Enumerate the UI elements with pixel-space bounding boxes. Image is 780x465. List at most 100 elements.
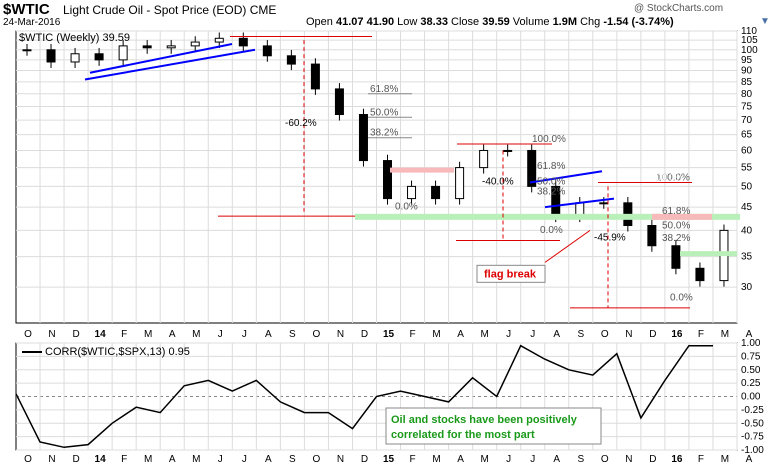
corr-tick-label: 0.25: [741, 378, 761, 389]
corr-tick-label: -0.75: [741, 432, 764, 443]
corr-x-tick-label: N: [48, 454, 55, 465]
corr-annotation-box: [385, 407, 602, 445]
chg-label: Chg: [580, 16, 601, 28]
price-tick-label: 105: [741, 35, 758, 46]
candle-body: [310, 63, 320, 90]
fib-level-label: 0.0%: [670, 293, 693, 304]
corr-x-tick-label: S: [289, 454, 296, 465]
price-tick-label: 95: [741, 55, 753, 66]
price-x-tick-label: S: [289, 329, 296, 340]
corr-x-tick-label: M: [192, 454, 200, 465]
corr-x-tick-label: S: [577, 454, 584, 465]
price-tick-label: 55: [741, 163, 753, 174]
price-x-tick-label: N: [337, 329, 344, 340]
price-x-tick-label: D: [361, 329, 368, 340]
fib-level-label: 50.0%: [370, 107, 398, 118]
chart-header: $WTIC Light Crude Oil - Spot Price (EOD)…: [0, 0, 780, 30]
corr-series-line: [15, 344, 713, 449]
close-value: 39.59: [482, 16, 510, 28]
chg-value: -1.54 (-3.74%): [603, 16, 674, 28]
corr-x-tick-label: J: [242, 454, 247, 465]
price-tick-label: 100: [741, 45, 758, 56]
price-tick-label: 85: [741, 77, 753, 88]
price-x-tick-label: M: [721, 329, 729, 340]
price-x-tick-label: O: [601, 329, 609, 340]
price-tick-label: 45: [741, 202, 753, 213]
candle-body: [358, 114, 368, 162]
corr-x-tick-label: M: [721, 454, 729, 465]
fib-level-label: 61.8%: [662, 206, 690, 217]
price-tick-label: 75: [741, 101, 753, 112]
candle-body: [214, 37, 224, 43]
support-zone: [355, 213, 740, 220]
trendline-upper: [89, 42, 233, 74]
corr-tick-label: 0.00: [741, 392, 761, 403]
candle-body: [22, 49, 32, 52]
corr-x-tick-label: J: [218, 454, 223, 465]
candle-body: [94, 53, 104, 61]
candle-body: [527, 149, 537, 187]
corr-x-tick-label: M: [144, 454, 152, 465]
price-x-tick-label: F: [698, 329, 704, 340]
corr-annotation-line1: Oil and stocks have been positively: [391, 414, 578, 426]
candle-body: [455, 167, 465, 200]
chart-date: 24-Mar-2016: [3, 17, 61, 28]
close-label: Close: [451, 16, 480, 28]
fib-level-label: 100.0%: [532, 134, 566, 145]
fib-level-label: 0.0%: [540, 225, 563, 236]
exchange: CME: [249, 3, 277, 17]
candle-body: [142, 45, 152, 49]
flag-break-arrow: [544, 229, 591, 263]
candle-body: [262, 45, 272, 57]
fib-level-label: 50.0%: [662, 220, 690, 231]
candle-body: [671, 245, 681, 269]
corr-x-tick-label: A: [265, 454, 272, 465]
fib-level-label: 50.0%: [537, 176, 565, 187]
price-x-tick-label: A: [553, 329, 560, 340]
corr-x-tick-label: A: [746, 454, 753, 465]
corr-x-tick-label: F: [121, 454, 127, 465]
corr-x-tick-label: O: [601, 454, 609, 465]
price-x-tick-label: 16: [671, 329, 683, 340]
price-chart-title: $WTIC (Weekly) 39.59: [19, 32, 130, 44]
price-tick-label: 80: [741, 89, 753, 100]
symbol-description: Light Crude Oil - Spot Price (EOD) CME: [63, 3, 276, 17]
corr-x-tick-label: D: [649, 454, 656, 465]
price-x-tick-label: D: [72, 329, 79, 340]
corr-x-tick-label: A: [169, 454, 176, 465]
candle-body: [431, 185, 441, 200]
price-x-tick-label: M: [192, 329, 200, 340]
price-x-tick-label: J: [530, 329, 535, 340]
price-x-tick-label: 15: [383, 329, 395, 340]
price-tick-label: 40: [741, 225, 753, 236]
fib-level-label: 38.2%: [537, 187, 565, 198]
price-x-tick-label: N: [48, 329, 55, 340]
flag-trendline-upper: [529, 170, 603, 184]
price-tick-label: 35: [741, 252, 753, 263]
price-tick-label: 110: [741, 26, 757, 37]
candle-body: [238, 37, 248, 47]
watermark: @ StockCharts.com: [634, 3, 724, 14]
price-x-tick-label: J: [218, 329, 223, 340]
price-x-tick-label: J: [242, 329, 247, 340]
fib-level-label: 100.0%: [656, 172, 690, 183]
price-x-tick-label: M: [480, 329, 488, 340]
annotation-pct: -40.0%: [482, 176, 514, 187]
corr-x-tick-label: J: [530, 454, 535, 465]
candle-body: [479, 149, 489, 169]
candle-body: [70, 53, 80, 63]
fib-level-label: 61.8%: [537, 161, 565, 172]
corr-tick-label: 1.00: [741, 338, 761, 349]
price-tick-label: 30: [741, 282, 753, 293]
fib-level-label: 38.2%: [662, 233, 690, 244]
triangle-down-icon[interactable]: ▼: [760, 16, 770, 27]
price-x-tick-label: M: [144, 329, 152, 340]
price-x-tick-label: 14: [95, 329, 107, 340]
price-tick-label: 70: [741, 115, 753, 126]
candle-body: [118, 45, 128, 61]
corr-x-tick-label: N: [625, 454, 632, 465]
price-x-tick-label: O: [24, 329, 32, 340]
candle-body: [334, 88, 344, 116]
corr-annotation-line2: correlated for the most part: [391, 429, 535, 441]
candle-body: [647, 225, 657, 247]
